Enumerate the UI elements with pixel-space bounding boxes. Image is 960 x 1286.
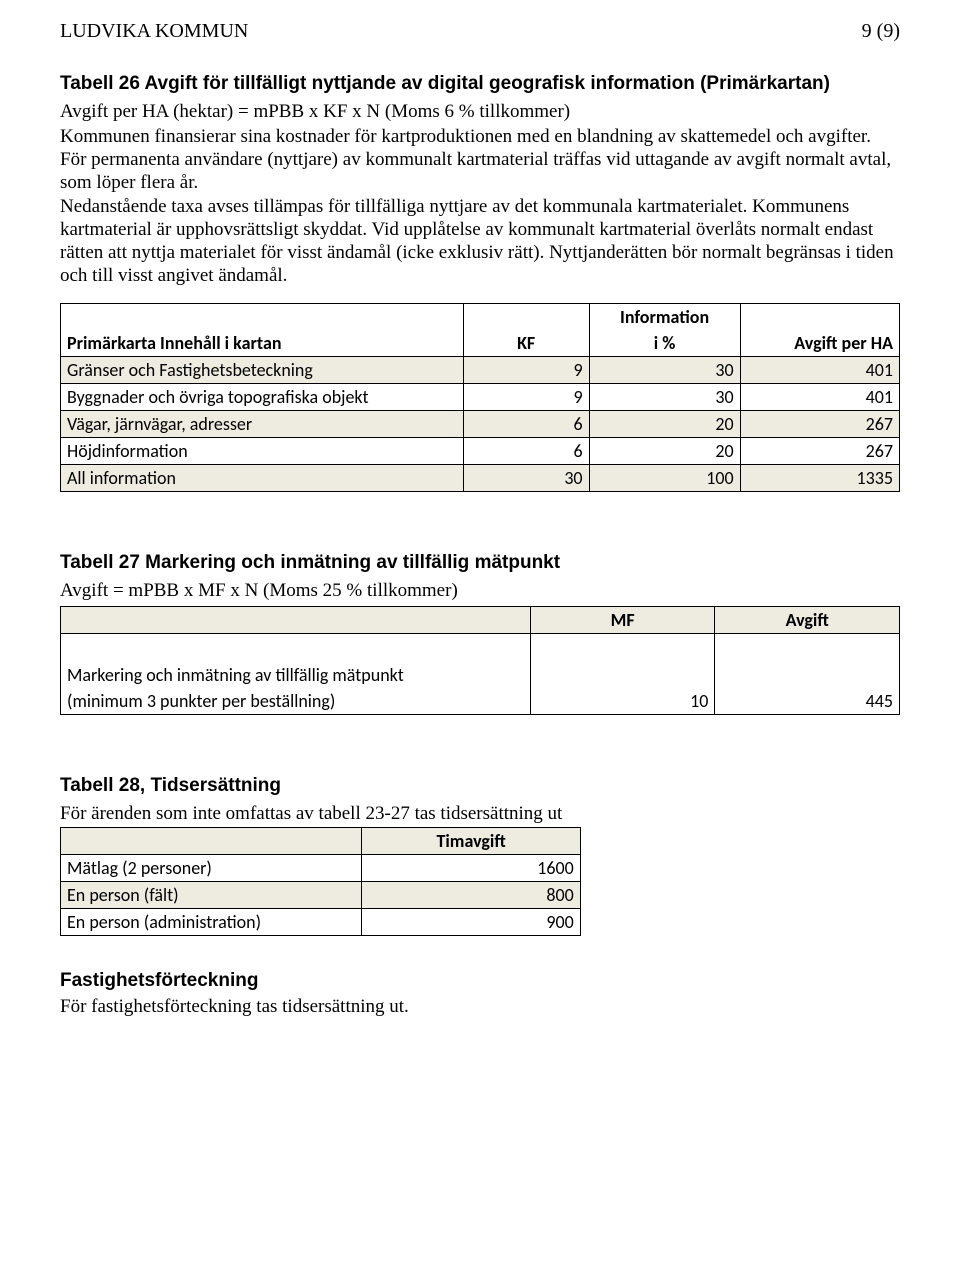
table-cell: 20 — [589, 438, 740, 465]
table-row: Information — [61, 304, 900, 331]
table-header-cell: KF — [463, 330, 589, 357]
table-cell: 30 — [589, 357, 740, 384]
table-cell: Gränser och Fastighetsbeteckning — [61, 357, 464, 384]
table-header-cell: Avgift — [715, 607, 900, 634]
table-cell — [715, 662, 900, 688]
table-cell: 445 — [715, 688, 900, 715]
table-row: Vägar, järnvägar, adresser620267 — [61, 411, 900, 438]
fastighetsforteckning-text: För fastighetsförteckning tas tidsersätt… — [60, 996, 900, 1018]
table-header-cell: i % — [589, 330, 740, 357]
page-header: LUDVIKA KOMMUN 9 (9) — [60, 20, 900, 43]
page-number: 9 (9) — [862, 20, 900, 43]
document-page: LUDVIKA KOMMUN 9 (9) Tabell 26 Avgift fö… — [0, 0, 960, 1060]
table-cell: 1600 — [362, 855, 580, 882]
table-cell: 6 — [463, 438, 589, 465]
table-cell — [715, 634, 900, 663]
table-cell: 1335 — [740, 465, 899, 492]
table-cell: All information — [61, 465, 464, 492]
table-cell: 100 — [589, 465, 740, 492]
table-row: Markering och inmätning av tillfällig mä… — [61, 662, 900, 688]
tabell-27-title: Tabell 27 Markering och inmätning av til… — [60, 552, 900, 574]
table-row: Höjdinformation620267 — [61, 438, 900, 465]
table-cell: 401 — [740, 357, 899, 384]
table-row: Mätlag (2 personer)1600 — [61, 855, 581, 882]
table-cell: 9 — [463, 357, 589, 384]
table-cell: Byggnader och övriga topografiska objekt — [61, 384, 464, 411]
tabell-28: Timavgift Mätlag (2 personer)1600En pers… — [60, 827, 581, 936]
tabell-26: Information Primärkarta Innehåll i karta… — [60, 303, 900, 492]
table-cell: 10 — [530, 688, 715, 715]
table-cell: Mätlag (2 personer) — [61, 855, 362, 882]
table-row: Primärkarta Innehåll i kartan KF i % Avg… — [61, 330, 900, 357]
table-cell: En person (administration) — [61, 909, 362, 936]
table-header-cell — [463, 304, 589, 331]
table-cell: (minimum 3 punkter per beställning) — [61, 688, 531, 715]
table-header-cell — [61, 304, 464, 331]
table-cell: 30 — [589, 384, 740, 411]
table-cell: 267 — [740, 411, 899, 438]
table-row: Timavgift — [61, 828, 581, 855]
table-cell: Höjdinformation — [61, 438, 464, 465]
table-row: Gränser och Fastighetsbeteckning930401 — [61, 357, 900, 384]
tabell-26-title: Tabell 26 Avgift för tillfälligt nyttjan… — [60, 73, 900, 95]
table-row: MF Avgift — [61, 607, 900, 634]
tabell-28-intro: För ärenden som inte omfattas av tabell … — [60, 803, 900, 825]
table-cell: Vägar, järnvägar, adresser — [61, 411, 464, 438]
tabell-26-formula: Avgift per HA (hektar) = mPBB x KF x N (… — [60, 101, 900, 123]
fastighetsforteckning-title: Fastighetsförteckning — [60, 970, 900, 992]
table-header-cell — [61, 828, 362, 855]
tabell-26-paragraph: Kommunen finansierar sina kostnader för … — [60, 125, 900, 287]
org-name: LUDVIKA KOMMUN — [60, 20, 248, 43]
table-row: En person (fält)800 — [61, 882, 581, 909]
table-cell: 800 — [362, 882, 580, 909]
table-cell: 6 — [463, 411, 589, 438]
table-cell: 267 — [740, 438, 899, 465]
tabell-27-formula: Avgift = mPBB x MF x N (Moms 25 % tillko… — [60, 580, 900, 602]
table-row: All information301001335 — [61, 465, 900, 492]
table-cell — [530, 662, 715, 688]
table-cell: 9 — [463, 384, 589, 411]
table-cell: 20 — [589, 411, 740, 438]
table-header-cell: Primärkarta Innehåll i kartan — [61, 330, 464, 357]
table-header-cell: Timavgift — [362, 828, 580, 855]
table-row — [61, 634, 900, 663]
table-cell: Markering och inmätning av tillfällig mä… — [61, 662, 531, 688]
table-row: Byggnader och övriga topografiska objekt… — [61, 384, 900, 411]
table-cell: 401 — [740, 384, 899, 411]
table-header-cell: MF — [530, 607, 715, 634]
table-row: En person (administration)900 — [61, 909, 581, 936]
table-header-cell: Avgift per HA — [740, 330, 899, 357]
table-cell: 30 — [463, 465, 589, 492]
table-cell: 900 — [362, 909, 580, 936]
table-cell: En person (fält) — [61, 882, 362, 909]
tabell-27: MF Avgift Markering och inmätning av til… — [60, 606, 900, 715]
table-row: (minimum 3 punkter per beställning) 10 4… — [61, 688, 900, 715]
tabell-28-title: Tabell 28, Tidsersättning — [60, 775, 900, 797]
table-header-cell — [740, 304, 899, 331]
table-cell — [530, 634, 715, 663]
table-cell — [61, 634, 531, 663]
table-header-cell: Information — [589, 304, 740, 331]
table-header-cell — [61, 607, 531, 634]
